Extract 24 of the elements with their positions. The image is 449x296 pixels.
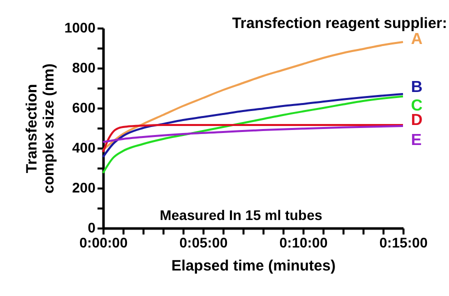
line-series	[102, 93, 404, 158]
annotation: Measured In 15 ml tubes	[160, 207, 323, 223]
series-label: D	[411, 112, 423, 129]
series-label: B	[411, 79, 423, 96]
y-axis-title: Transfection complex size (nm)	[23, 63, 58, 194]
line-series	[102, 125, 404, 143]
y-tick-label: 200	[72, 180, 96, 196]
x-tick-label: 0:00:00	[79, 234, 128, 250]
x-tick-label: 0:10:00	[279, 234, 328, 250]
line-series	[102, 124, 404, 153]
x-tick-label: 0:05:00	[179, 234, 228, 250]
series-label: A	[411, 31, 423, 48]
series-label: E	[411, 132, 422, 149]
y-tick-label: 400	[72, 140, 96, 156]
y-tick-label: 600	[72, 100, 96, 116]
y-tick-label: 0	[88, 220, 96, 236]
chart-title: Transfection reagent supplier:	[232, 15, 448, 32]
y-tick-label: 800	[72, 60, 96, 76]
series-label: C	[411, 97, 423, 114]
x-tick-label: 0:15:00	[379, 234, 428, 250]
line-series	[102, 41, 404, 151]
x-axis-title: Elapsed time (minutes)	[171, 258, 336, 274]
y-tick-label: 1000	[64, 20, 96, 36]
line-series	[102, 95, 404, 174]
